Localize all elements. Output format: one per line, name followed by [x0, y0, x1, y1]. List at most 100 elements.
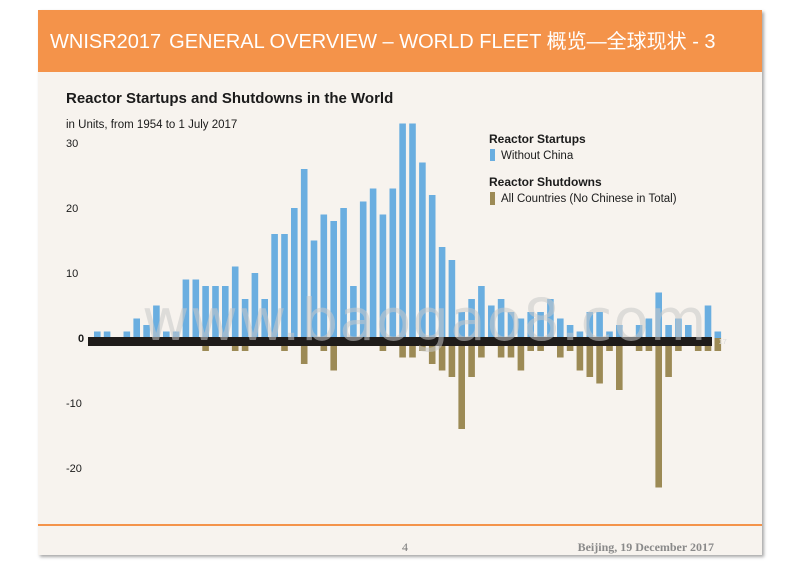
startup-bar-1996	[507, 312, 515, 338]
startup-bar-1992	[468, 299, 475, 338]
shutdown-bar-2012	[665, 338, 672, 377]
startup-bar-2006	[606, 331, 613, 338]
legend: Reactor Startups Without China Reactor S…	[489, 132, 677, 205]
shutdown-bar-1991	[458, 338, 465, 429]
startup-bar-1965	[202, 286, 209, 338]
legend-startups-swatch	[490, 149, 495, 161]
legend-shutdowns-swatch	[490, 192, 495, 205]
startup-bar-2016	[704, 305, 712, 338]
startup-bar-1954	[94, 331, 101, 338]
startup-bar-2014	[685, 325, 692, 338]
header-title: WNISR2017 GENERAL OVERVIEW – WORLD FLEET …	[50, 29, 716, 55]
startup-bar-1997	[517, 318, 525, 338]
shutdown-bar-2004	[586, 338, 594, 377]
shutdown-bar-2007	[616, 338, 623, 390]
startup-bar-2004	[586, 312, 594, 338]
startup-bar-2011	[655, 292, 662, 338]
shutdown-bar-1986	[409, 338, 416, 358]
shutdown-bar-1988	[428, 338, 436, 364]
startup-bar-1980	[350, 286, 357, 338]
chart-title: Reactor Startups and Shutdowns in the Wo…	[66, 90, 394, 107]
y-tick-10: 10	[66, 268, 78, 280]
shutdowns-bars	[192, 338, 722, 488]
shutdown-bar-2005	[596, 338, 603, 384]
slide: WNISR2017 GENERAL OVERVIEW – WORLD FLEET …	[38, 10, 762, 555]
startup-bar-2013	[675, 318, 682, 338]
startup-bar-1962	[172, 331, 180, 338]
x-axis-band	[88, 337, 712, 346]
legend-shutdowns-label: All Countries (No Chinese in Total)	[501, 193, 677, 205]
shutdown-bar-1985	[399, 338, 406, 358]
startup-bar-2012	[665, 325, 672, 338]
shutdown-bar-1990	[448, 338, 456, 377]
startup-bar-1987	[419, 162, 426, 338]
startup-bar-1993	[478, 286, 485, 338]
startup-bar-1990	[448, 260, 456, 338]
startup-bar-1960	[153, 305, 160, 338]
shutdown-bar-1995	[497, 338, 505, 358]
shutdown-bar-1996	[507, 338, 515, 358]
startup-bar-1963	[182, 279, 190, 338]
shutdown-bar-2001	[557, 338, 564, 358]
startup-bar-2005	[596, 312, 603, 338]
startup-bar-1979	[340, 208, 347, 338]
startup-bar-1957	[123, 331, 131, 338]
startup-bar-1966	[212, 286, 219, 338]
startup-bar-1983	[379, 214, 387, 338]
y-axis-ticks: 30 20 10 0 -10 -20	[66, 138, 84, 475]
shutdown-bar-1992	[468, 338, 475, 377]
startup-bar-1999	[537, 312, 544, 338]
shutdown-bar-1975	[300, 338, 308, 364]
report-code: WNISR2017	[50, 31, 162, 53]
startup-bar-1978	[330, 221, 337, 338]
startup-bar-1967	[222, 286, 229, 338]
startup-bar-2003	[576, 331, 584, 338]
startup-bar-1995	[497, 299, 505, 338]
startup-bar-1974	[291, 208, 298, 338]
startup-bar-1970	[251, 273, 259, 338]
legend-startups-label: Without China	[501, 150, 574, 162]
startup-bar-2002	[566, 325, 574, 338]
chart-subtitle: in Units, from 1954 to 1 July 2017	[66, 119, 238, 131]
legend-startups-heading: Reactor Startups	[489, 132, 586, 146]
startup-bar-1958	[133, 318, 140, 338]
startup-bar-1986	[409, 123, 416, 338]
header-bar: WNISR2017 GENERAL OVERVIEW – WORLD FLEET …	[38, 10, 762, 72]
startup-bar-1976	[310, 240, 318, 338]
y-tick--10: -10	[66, 398, 82, 410]
startup-bar-1989	[438, 247, 446, 338]
y-tick--20: -20	[66, 463, 82, 475]
shutdown-bar-1993	[478, 338, 485, 358]
startup-bar-1985	[399, 123, 406, 338]
startup-bar-1972	[271, 234, 278, 338]
startup-bar-1969	[241, 299, 249, 338]
legend-shutdowns-heading: Reactor Shutdowns	[489, 175, 602, 189]
y-tick-20: 20	[66, 203, 78, 215]
startup-bar-1998	[527, 312, 534, 338]
shutdown-bar-1989	[438, 338, 446, 371]
startup-bar-1981	[359, 201, 367, 338]
shutdown-bar-2011	[655, 338, 662, 488]
zero-axis-band	[88, 337, 712, 346]
x-tick-17: 17	[719, 337, 727, 346]
startup-bar-1968	[231, 266, 239, 338]
startup-bar-2001	[557, 318, 564, 338]
startup-bar-1977	[320, 214, 328, 338]
startup-bar-1955	[103, 331, 111, 338]
startup-bar-1994	[488, 305, 495, 338]
startup-bar-2007	[616, 325, 623, 338]
startup-bar-1991	[458, 312, 465, 338]
footer-divider	[38, 524, 762, 526]
startup-bar-1975	[300, 169, 308, 338]
y-tick-0: 0	[78, 333, 84, 345]
section-title: GENERAL OVERVIEW – WORLD FLEET 概览—全球现状 -…	[169, 31, 716, 53]
startup-bar-2017	[714, 331, 722, 338]
startup-bar-2000	[547, 299, 554, 338]
startups-bars	[94, 123, 722, 338]
startup-bar-2010	[645, 318, 653, 338]
page-number: 4	[402, 540, 408, 554]
startup-bar-1973	[281, 234, 288, 338]
startup-bar-1982	[369, 188, 377, 338]
startup-bar-1964	[192, 279, 200, 338]
